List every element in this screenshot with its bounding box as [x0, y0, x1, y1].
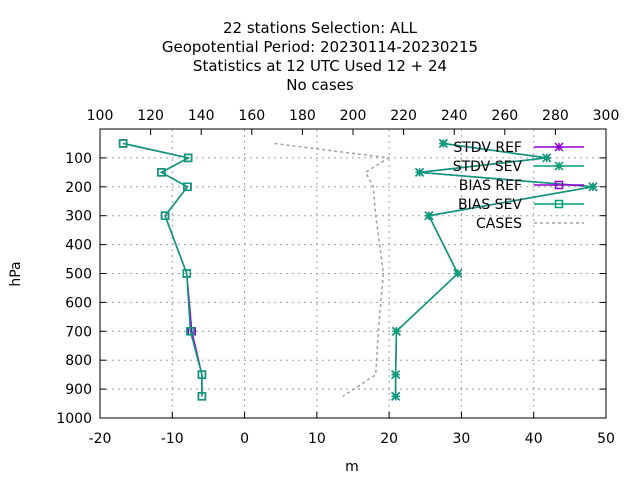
x2-tick-label: 260 — [491, 108, 518, 124]
data-point — [391, 370, 401, 380]
x-axis-label: m — [345, 459, 359, 475]
x-tick-label: 10 — [308, 431, 326, 447]
grid — [100, 129, 606, 418]
y-tick-label: 600 — [65, 295, 92, 311]
series-line — [274, 142, 391, 397]
y-tick-label: 900 — [65, 382, 92, 398]
y-tick-label: 500 — [65, 267, 92, 283]
y-tick-label: 300 — [65, 209, 92, 225]
data-point — [197, 370, 207, 379]
x-tick-label: -10 — [161, 431, 184, 447]
x2-tick-label: 220 — [390, 108, 417, 124]
legend-label: BIAS REF — [459, 178, 522, 194]
data-point — [391, 326, 401, 336]
data-point — [183, 153, 193, 163]
legend-item: BIAS SEV — [458, 197, 584, 213]
x2-tick-label: 140 — [188, 108, 215, 124]
x-tick-label: 30 — [453, 431, 471, 447]
x2-tick-label: 120 — [137, 108, 164, 124]
x2-tick-label: 160 — [238, 108, 265, 124]
data-point — [186, 327, 195, 336]
x2-tick-label: 300 — [593, 108, 620, 124]
x2-tick-label: 100 — [87, 108, 114, 124]
data-point — [157, 168, 166, 177]
data-point — [542, 153, 552, 163]
title-line-3: Statistics at 12 UTC Used 12 + 24 — [193, 57, 447, 75]
chart-title: 22 stations Selection: ALL Geopotential … — [162, 19, 478, 94]
legend-marker — [554, 199, 564, 209]
x-tick-label: -20 — [89, 431, 112, 447]
legend-marker — [554, 142, 564, 152]
data-point — [453, 268, 463, 279]
title-line-1: 22 stations Selection: ALL — [223, 19, 418, 37]
y-tick-label: 100 — [65, 151, 92, 167]
legend-marker — [554, 180, 564, 190]
x2-tick-label: 240 — [441, 108, 468, 124]
data-point — [588, 182, 598, 192]
series-line — [122, 142, 203, 397]
y-tick-label: 200 — [65, 180, 92, 196]
x-tick-label: 50 — [597, 431, 615, 447]
axes: -20 -10 0 10 20 30 40 50 100 120 140 160 180 200 220 24… — [56, 108, 619, 447]
legend-label: CASES — [476, 216, 522, 232]
legend: STDV REF STDV SEV BIAS REF BIAS SEV CASES — [453, 140, 584, 232]
title-line-4: No cases — [286, 76, 354, 94]
legend-label: STDV REF — [453, 140, 522, 156]
data-point — [160, 211, 170, 220]
x2-tick-label: 280 — [542, 108, 569, 124]
legend-marker — [554, 161, 564, 171]
y-tick-label: 1000 — [56, 411, 92, 427]
y-tick-label: 800 — [65, 353, 92, 369]
legend-label: BIAS SEV — [458, 197, 522, 213]
x-tick-label: 20 — [380, 431, 398, 447]
x2-tick-label: 200 — [340, 108, 367, 124]
series-bias-ref — [118, 139, 207, 401]
data-point — [438, 138, 448, 148]
data-point — [197, 392, 207, 401]
data-point — [414, 167, 425, 177]
legend-item: BIAS REF — [459, 178, 584, 194]
data-point — [183, 182, 192, 192]
legend-item: STDV SEV — [453, 159, 584, 175]
x-tick-label: 40 — [525, 431, 543, 447]
legend-item: STDV REF — [453, 140, 584, 156]
legend-label: STDV SEV — [453, 159, 523, 175]
title-line-2: Geopotential Period: 20230114-20230215 — [162, 38, 478, 56]
series-cases — [274, 142, 391, 397]
data-point — [391, 391, 401, 401]
y-tick-label: 400 — [65, 238, 92, 254]
x2-tick-label: 180 — [289, 108, 316, 124]
series-bias-sev — [118, 139, 207, 401]
plot-series — [118, 138, 598, 401]
data-point — [182, 269, 191, 278]
y-axis-label: hPa — [8, 261, 24, 286]
series-stdv-sev — [391, 138, 598, 401]
x-tick-label: 0 — [240, 431, 249, 447]
legend-item: CASES — [476, 216, 584, 232]
y-tick-label: 700 — [65, 324, 92, 340]
data-point — [424, 211, 434, 221]
data-point — [118, 139, 128, 148]
